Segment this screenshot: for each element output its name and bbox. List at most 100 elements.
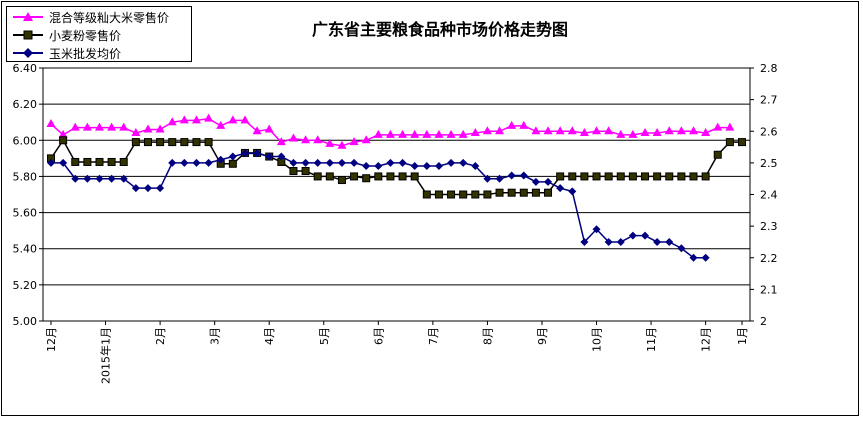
data-point	[495, 174, 504, 183]
data-point	[422, 129, 432, 138]
data-point	[544, 177, 553, 186]
data-point	[640, 128, 650, 137]
legend-label-corn: 玉米批发均价	[49, 46, 122, 61]
y-left-tick-label: 5.20	[13, 279, 38, 292]
data-point	[313, 135, 323, 144]
y-left-tick-label: 5.00	[13, 315, 38, 328]
data-point	[459, 190, 468, 199]
x-tick-label: 4月	[263, 327, 276, 345]
y-right-tick-label: 2.7	[760, 94, 778, 107]
data-point	[47, 158, 55, 167]
data-point	[725, 122, 735, 131]
data-point	[277, 152, 286, 161]
data-point	[652, 128, 662, 137]
data-point	[458, 129, 468, 138]
data-point	[168, 158, 177, 167]
data-point	[689, 253, 698, 262]
x-tick-label: 7月	[427, 327, 440, 345]
data-point	[46, 119, 56, 128]
y-left-tick-label: 5.60	[13, 207, 38, 220]
data-point	[289, 158, 298, 167]
data-point	[641, 231, 650, 240]
data-point	[519, 171, 528, 180]
data-point	[604, 237, 613, 246]
y-right-tick-label: 2.8	[760, 62, 778, 75]
data-point	[325, 172, 334, 181]
data-point	[592, 126, 602, 135]
data-point	[665, 237, 674, 246]
data-point	[313, 172, 322, 181]
y-right-tick-label: 2.2	[760, 252, 778, 265]
data-point	[337, 140, 347, 149]
legend-label-flour: 小麦粉零售价	[49, 28, 122, 43]
plot-area	[42, 67, 751, 322]
data-point	[94, 122, 104, 131]
data-point	[95, 157, 104, 166]
data-point	[192, 138, 201, 147]
data-point	[143, 184, 152, 193]
y-left-tick-label: 6.20	[13, 98, 38, 111]
data-point	[653, 237, 662, 246]
data-point	[434, 162, 443, 171]
x-tick-label: 6月	[372, 327, 385, 345]
data-point	[556, 184, 565, 193]
data-point	[495, 188, 504, 197]
data-point	[349, 137, 359, 146]
data-point	[253, 149, 262, 158]
data-point	[59, 158, 68, 167]
data-point	[119, 122, 129, 131]
data-point	[447, 158, 456, 167]
y-right-tick-label: 2.1	[760, 283, 778, 296]
data-point	[289, 167, 298, 176]
data-point	[434, 129, 444, 138]
data-point	[228, 152, 237, 161]
data-point	[507, 188, 516, 197]
data-point	[71, 174, 80, 183]
data-point	[59, 136, 68, 145]
data-point	[410, 172, 419, 181]
data-point	[180, 158, 189, 167]
data-point	[446, 129, 456, 138]
legend: 混合等级籼大米零售价 小麦粉零售价 玉米批发均价	[6, 6, 192, 62]
data-point	[677, 172, 686, 181]
data-point	[228, 159, 237, 168]
data-point	[252, 126, 262, 135]
data-point	[156, 138, 165, 147]
data-point	[192, 158, 201, 167]
data-point	[410, 129, 420, 138]
data-point	[701, 172, 710, 181]
data-point	[301, 135, 311, 144]
data-point	[155, 124, 165, 133]
y-right-tick-label: 2.4	[760, 189, 778, 202]
x-tick-label: 5月	[318, 327, 331, 345]
y-left-tick-label: 5.80	[13, 170, 38, 183]
data-point	[398, 172, 407, 181]
data-point	[725, 138, 734, 147]
data-point	[386, 158, 395, 167]
data-point	[398, 158, 407, 167]
data-point	[107, 157, 116, 166]
data-point	[507, 171, 516, 180]
data-point	[483, 174, 492, 183]
data-point	[556, 172, 565, 181]
data-point	[265, 152, 274, 161]
data-point	[180, 138, 189, 147]
data-point	[459, 158, 468, 167]
data-point	[471, 162, 480, 171]
data-point	[228, 115, 238, 124]
data-point	[301, 167, 310, 176]
data-point	[628, 129, 638, 138]
data-point	[592, 225, 601, 234]
data-point	[191, 115, 201, 124]
data-point	[216, 120, 226, 129]
data-point	[131, 184, 140, 193]
data-point	[628, 231, 637, 240]
data-point	[434, 190, 443, 199]
data-point	[628, 172, 637, 181]
data-point	[555, 126, 565, 135]
data-point	[95, 174, 104, 183]
x-tick-label: 9月	[536, 327, 549, 345]
data-point	[567, 126, 577, 135]
data-point	[677, 244, 686, 253]
data-point	[738, 138, 746, 147]
